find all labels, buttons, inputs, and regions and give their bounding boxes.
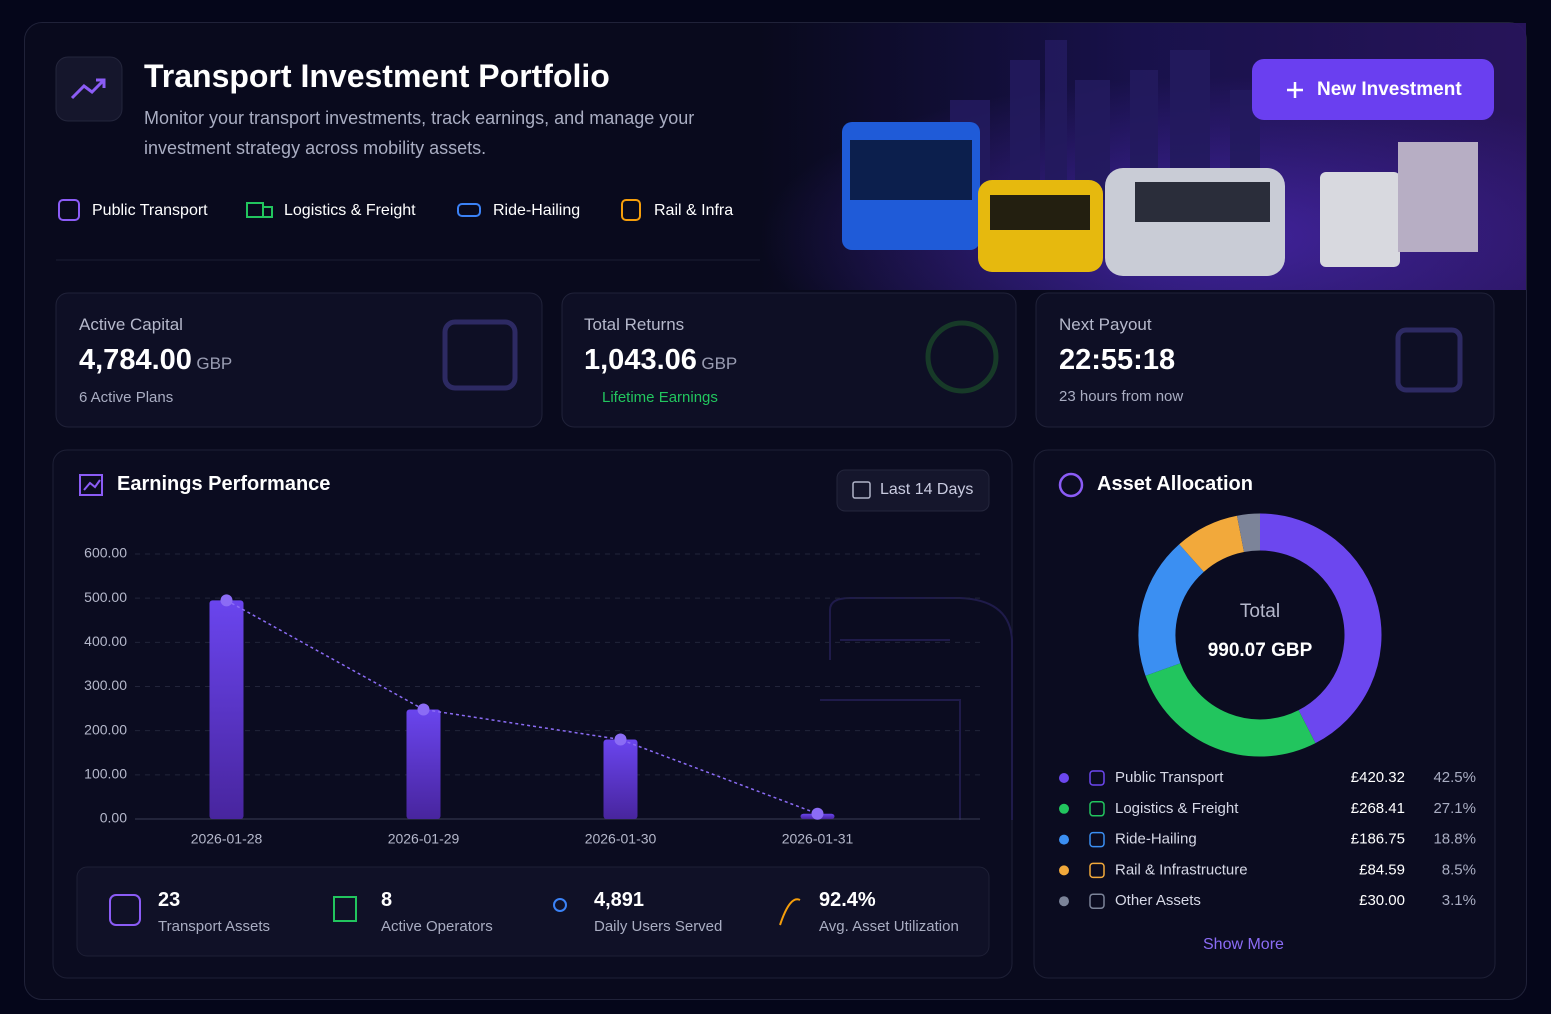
metric-value: 92.4% [819, 889, 876, 911]
legend-swatch [1059, 896, 1069, 907]
donut-center-label: Total [1240, 601, 1280, 622]
x-tick-label: 2026-01-31 [782, 831, 854, 847]
bar [406, 709, 441, 819]
legend-value: £420.32 [1351, 769, 1405, 786]
legend-swatch [1059, 773, 1069, 783]
panel-title: Earnings Performance [117, 473, 331, 495]
legend-label: Public Transport [1115, 769, 1224, 786]
metric-label: Daily Users Served [594, 918, 723, 935]
tag[interactable]: Logistics & Freight [284, 202, 416, 219]
legend-share: 27.1% [1433, 800, 1476, 817]
legend-label: Rail & Infrastructure [1115, 861, 1248, 878]
metric-value: 8 [381, 889, 393, 911]
banner-illustration [760, 23, 1526, 290]
stat-cards [52, 292, 1496, 979]
donut-center-value: 990.07 GBP [1208, 640, 1313, 661]
donut-segment [1138, 544, 1205, 676]
legend-label: Ride-Hailing [1115, 831, 1197, 848]
tag[interactable]: Public Transport [92, 202, 208, 219]
new-investment-button-bg[interactable] [1252, 59, 1494, 120]
stat-note: Lifetime Earnings [602, 389, 718, 406]
page-subtitle: Monitor your transport investments, trac… [144, 108, 695, 158]
legend-icon [1089, 862, 1105, 879]
legend-share: 18.8% [1433, 831, 1476, 848]
y-tick-label: 400.00 [84, 633, 127, 649]
legend-value: £268.41 [1351, 800, 1405, 817]
legend-label: Logistics & Freight [1115, 800, 1239, 817]
plus-icon [1287, 82, 1303, 98]
donut-segment [1237, 513, 1261, 553]
trend-line [226, 599, 818, 815]
legend-value: £84.59 [1359, 861, 1405, 878]
stat-label: Next Payout [1059, 315, 1152, 334]
legend-share: 3.1% [1442, 892, 1476, 909]
bar [603, 739, 638, 819]
metric-value: 23 [158, 889, 181, 911]
new-investment-button[interactable]: New Investment [1317, 79, 1462, 100]
legend-swatch [1059, 865, 1069, 876]
y-tick-label: 100.00 [84, 766, 127, 782]
stat-label: Total Returns [584, 315, 685, 334]
panel-title: Asset Allocation [1097, 473, 1253, 495]
tag[interactable]: Ride-Hailing [493, 202, 581, 219]
tag[interactable]: Rail & Infra [654, 202, 734, 219]
stat-unit: GBP [701, 354, 738, 373]
stat-value: 4,784.00 [79, 344, 192, 376]
metric-label: Active Operators [381, 918, 493, 935]
y-tick-label: 300.00 [84, 677, 127, 693]
page-title: Transport Investment Portfolio [144, 58, 610, 94]
trend-point [811, 807, 824, 820]
legend-value: £30.00 [1359, 892, 1405, 909]
x-tick-label: 2026-01-30 [585, 831, 657, 847]
stat-note: 6 Active Plans [79, 389, 174, 406]
y-tick-label: 0.00 [100, 810, 127, 826]
donut-segment [1259, 513, 1382, 744]
stat-value-row: 4,784.00 GBP [79, 344, 232, 377]
x-tick-label: 2026-01-29 [388, 831, 460, 847]
legend-icon [1089, 770, 1105, 786]
bar [209, 600, 244, 819]
stat-note: 23 hours from now [1059, 388, 1184, 405]
legend-value: £186.75 [1351, 831, 1405, 848]
legend-share: 8.5% [1442, 861, 1476, 878]
show-more[interactable]: Show More [1203, 936, 1284, 953]
logo-icon [70, 78, 106, 100]
legend-swatch [1059, 834, 1069, 845]
legend-share: 42.5% [1433, 769, 1476, 786]
trend-point [220, 594, 233, 607]
tag-icons [58, 199, 641, 221]
metric-label: Avg. Asset Utilization [819, 918, 959, 935]
donut-segment [1179, 515, 1245, 573]
stat-unit: GBP [196, 354, 233, 373]
stat-value: 1,043.06 [584, 344, 697, 376]
stat-value: 22:55:18 [1059, 344, 1176, 376]
range-selector[interactable]: Last 14 Days [880, 481, 974, 498]
stat-value-row: 1,043.06 GBP [584, 344, 737, 377]
stat-label: Active Capital [79, 315, 183, 334]
metric-value: 4,891 [594, 889, 645, 911]
legend-icon [1089, 893, 1105, 909]
trend-point [417, 703, 430, 716]
x-tick-label: 2026-01-28 [191, 831, 263, 847]
trend-point [614, 733, 627, 746]
metric-label: Transport Assets [158, 918, 270, 935]
y-tick-label: 600.00 [84, 545, 127, 561]
y-tick-label: 500.00 [84, 589, 127, 605]
donut-segment [1145, 662, 1316, 757]
legend-icon [1089, 831, 1105, 848]
y-tick-label: 200.00 [84, 721, 127, 737]
legend-label: Other Assets [1115, 892, 1201, 909]
legend-icon [1089, 801, 1105, 817]
legend-swatch [1059, 803, 1069, 814]
